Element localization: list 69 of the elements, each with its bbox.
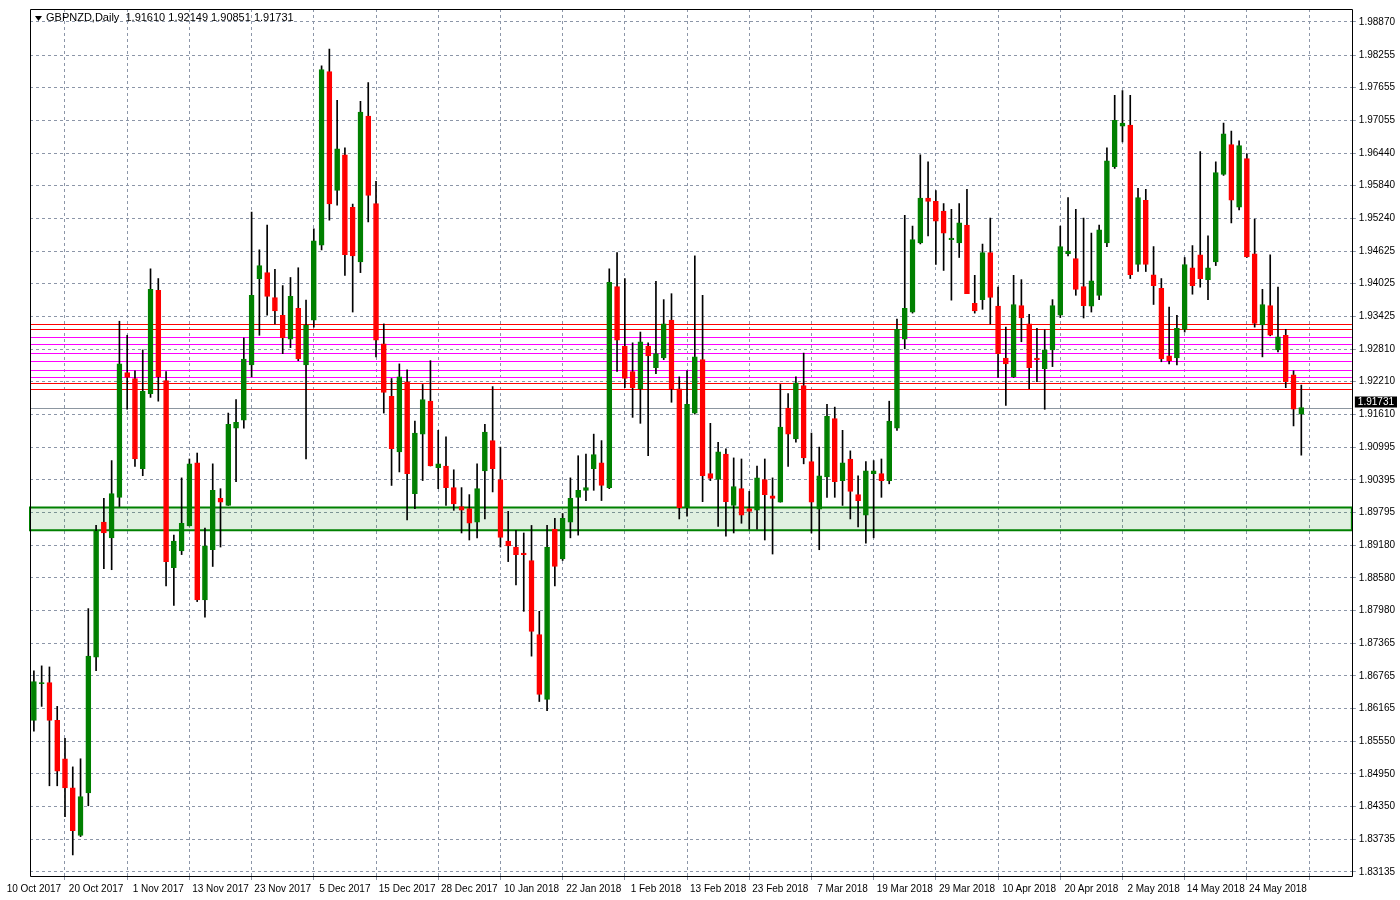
y-tick-label: 1.92810 (1358, 343, 1396, 355)
x-tick-label: 24 May 2018 (1249, 882, 1308, 894)
x-tick-label: 2 May 2018 (1127, 882, 1181, 894)
y-tick-label: 1.96440 (1358, 146, 1396, 158)
x-tick-label: 7 Mar 2018 (817, 882, 869, 894)
chart-title: GBPNZD,Daily 1.91610 1.92149 1.90851 1.91731 (46, 11, 294, 24)
x-tick-label: 1 Nov 2017 (132, 882, 185, 894)
y-tick-label: 1.91610 (1358, 407, 1396, 419)
x-tick-label: 14 May 2018 (1186, 882, 1246, 894)
y-tick-label: 1.90395 (1358, 473, 1396, 485)
x-tick-label: 23 Feb 2018 (752, 882, 809, 894)
y-tick-label: 1.88580 (1358, 571, 1396, 583)
ref-line-label: 1.91731 (1357, 395, 1395, 407)
y-tick-label: 1.93425 (1358, 309, 1396, 321)
x-tick-label: 10 Apr 2018 (1002, 882, 1057, 894)
x-tick-label: 29 Mar 2018 (938, 882, 996, 894)
y-tick-label: 1.94625 (1358, 245, 1396, 257)
x-tick-label: 13 Nov 2017 (192, 882, 250, 894)
x-tick-label: 15 Dec 2017 (378, 882, 436, 894)
y-tick-label: 1.98255 (1358, 48, 1396, 60)
y-tick-label: 1.86765 (1358, 669, 1396, 681)
candlestick (303, 299, 309, 460)
candlestick (505, 511, 512, 562)
y-tick-label: 1.85550 (1358, 735, 1396, 747)
candlestick (513, 529, 519, 586)
y-tick-label: 1.90995 (1358, 441, 1396, 453)
y-tick-label: 1.98870 (1358, 15, 1396, 27)
candlestick (583, 453, 589, 501)
x-tick-label: 5 Dec 2017 (319, 882, 371, 894)
y-tick-label: 1.84950 (1358, 767, 1396, 779)
y-tick-label: 1.95240 (1358, 211, 1396, 223)
y-tick-label: 1.95840 (1358, 179, 1396, 191)
y-tick-label: 1.89180 (1358, 539, 1396, 551)
y-tick-label: 1.83735 (1358, 833, 1396, 845)
candlestick (746, 491, 753, 530)
x-tick-label: 28 Dec 2017 (440, 882, 499, 894)
x-tick-label: 22 Jan 2018 (566, 882, 622, 894)
y-tick-label: 1.87365 (1358, 637, 1396, 649)
candlestick (1197, 151, 1204, 288)
candlestick (520, 532, 527, 612)
candlestick (233, 399, 239, 482)
y-tick-label: 1.89795 (1358, 505, 1396, 517)
candlestick (761, 458, 768, 541)
x-tick-label: 10 Jan 2018 (504, 882, 560, 894)
y-tick-label: 1.86165 (1358, 702, 1396, 714)
y-tick-label: 1.94025 (1358, 277, 1396, 289)
candlestick (1275, 286, 1281, 353)
x-tick-label: 20 Oct 2017 (68, 882, 124, 894)
y-tick-label: 1.97055 (1358, 113, 1396, 125)
x-tick-label: 20 Apr 2018 (1064, 882, 1119, 894)
candlestick (855, 475, 861, 528)
x-tick-label: 10 Oct 2017 (6, 882, 62, 894)
candlestick (1205, 235, 1211, 300)
x-tick-label: 1 Feb 2018 (630, 882, 682, 894)
y-tick-label: 1.87980 (1358, 603, 1396, 615)
x-tick-label: 19 Mar 2018 (876, 882, 934, 894)
y-tick-label: 1.84350 (1358, 800, 1396, 812)
candlestick (971, 274, 978, 314)
x-tick-label: 23 Nov 2017 (254, 882, 312, 894)
candlestick (925, 161, 931, 237)
candlestick (1041, 329, 1048, 410)
y-tick-label: 1.83135 (1358, 865, 1396, 877)
x-tick-label: 13 Feb 2018 (690, 882, 747, 894)
candlestick (101, 498, 107, 569)
candlestick (653, 280, 659, 374)
y-tick-label: 1.92210 (1358, 375, 1396, 387)
candlestick (901, 215, 908, 350)
candlestick (1298, 384, 1305, 456)
y-tick-label: 1.97655 (1358, 81, 1396, 93)
